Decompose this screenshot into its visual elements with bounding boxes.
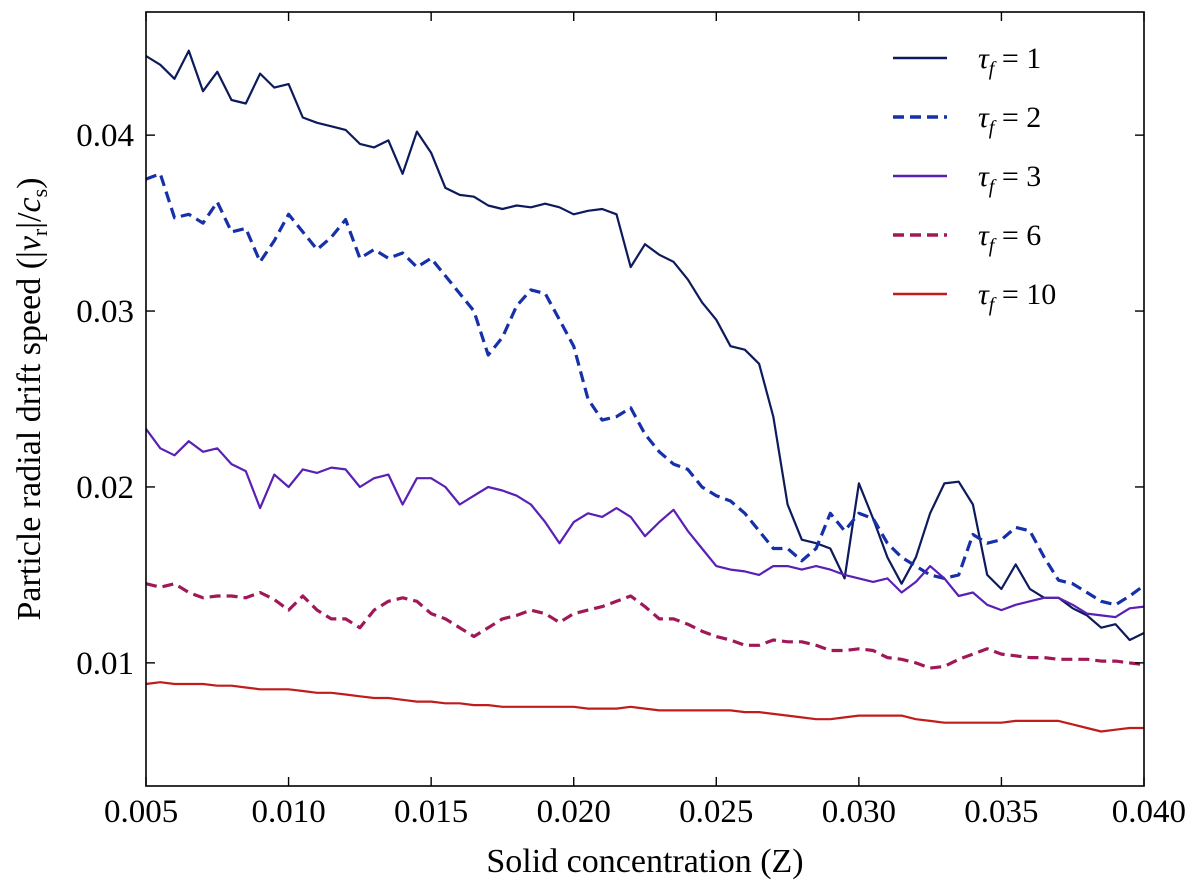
legend: τf = 1 τf = 2 τf = 3 τf = 6 τf = 10 (893, 42, 1056, 316)
x-tick-label: 0.015 (394, 794, 468, 830)
legend-label-2: τf = 2 (978, 101, 1041, 139)
y-tick-label: 0.04 (76, 118, 134, 154)
series-line-3 (145, 428, 1145, 619)
series-line-5 (145, 681, 1144, 733)
y-tick-label: 0.03 (76, 294, 134, 330)
x-tick-label: 0.025 (679, 794, 753, 830)
x-tick-label: 0.040 (1112, 794, 1186, 830)
series-line-1 (145, 49, 1145, 642)
series-layer (145, 49, 1145, 733)
legend-label-1: τf = 1 (978, 42, 1041, 80)
x-tick-label: 0.010 (251, 794, 325, 830)
legend-label-4: τf = 6 (978, 219, 1041, 257)
x-tick-label: 0.030 (822, 794, 896, 830)
x-axis-label: Solid concentration (Z) (486, 843, 803, 880)
x-tick-label: 0.035 (964, 794, 1038, 830)
series-line-4 (145, 582, 1145, 670)
y-tick-label: 0.01 (76, 646, 134, 682)
x-tick-label: 0.020 (537, 794, 611, 830)
y-axis-label: Particle radial drift speed (|vr|/cs) (11, 178, 52, 621)
series-line-2 (145, 172, 1145, 607)
legend-label-5: τf = 10 (978, 278, 1056, 316)
y-tick-label: 0.02 (76, 470, 134, 506)
ticks-layer: 0.005 0.010 0.015 0.020 0.025 0.030 0.035 0.040… (76, 12, 1186, 830)
plot-frame (145, 11, 1145, 787)
x-tick-label: 0.005 (104, 794, 178, 830)
legend-label-3: τf = 3 (978, 160, 1041, 198)
